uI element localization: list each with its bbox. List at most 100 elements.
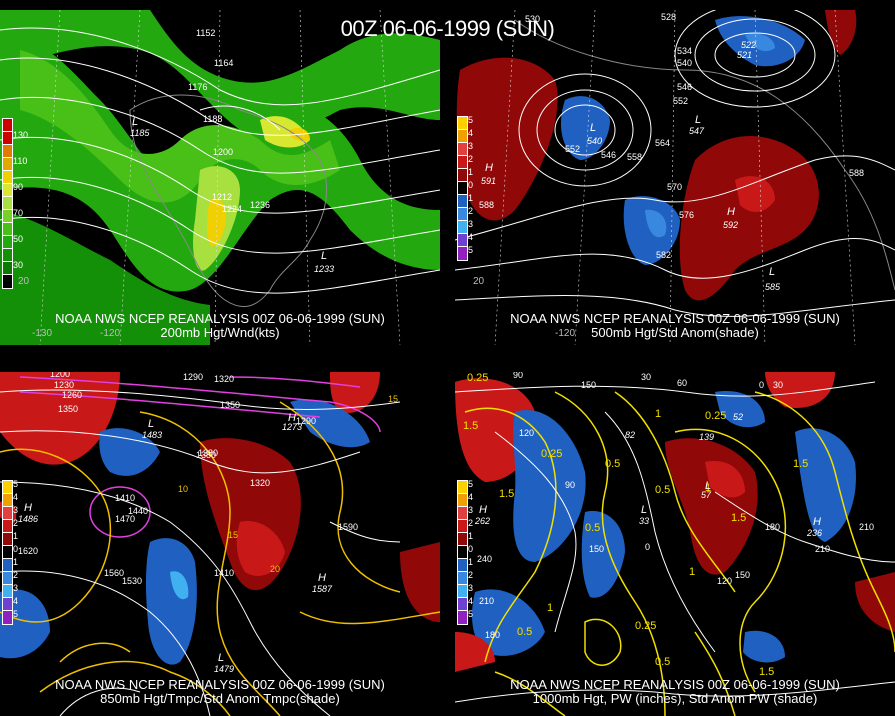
pw-label: 1.5 — [731, 512, 747, 524]
panel-source-label: NOAA NWS NCEP REANALYSIS 00Z 06-06-1999 … — [510, 677, 840, 692]
contour-label: 1224 — [222, 204, 243, 214]
legend-entry: 5 — [2, 609, 32, 625]
pw-label: 1 — [655, 408, 662, 420]
contour-label: 1440 — [128, 506, 149, 516]
legend-entry — [2, 274, 32, 289]
panel-source-label: NOAA NWS NCEP REANALYSIS 00Z 06-06-1999 … — [55, 677, 385, 692]
contour-label: 564 — [655, 138, 671, 148]
pw-label: 0.25 — [705, 410, 727, 422]
contour-label: 1176 — [188, 82, 208, 92]
map-1000mb — [455, 372, 895, 716]
legend-label: 0 — [468, 180, 474, 190]
low-marker: L — [769, 266, 776, 278]
legend-label: 1 — [468, 193, 474, 203]
legend-label: 1 — [468, 557, 474, 567]
contour-label: 1290 — [296, 416, 317, 426]
low-value: 585 — [765, 282, 781, 292]
legend-label: 130 — [13, 130, 29, 140]
contour-label: 1350 — [220, 400, 241, 410]
legend-200mb: 130 110 90 70 50 30 — [2, 118, 32, 289]
legend-label: 1 — [13, 531, 19, 541]
contour-label: 180 — [765, 522, 781, 532]
contour-label: 588 — [479, 200, 495, 210]
pw-label: 1 — [547, 602, 554, 614]
low-marker: L — [321, 250, 328, 262]
low-marker: L — [218, 652, 225, 664]
temp-label: 10 — [178, 484, 189, 494]
main-title: 00Z 06-06-1999 (SUN) — [340, 16, 555, 41]
contour-label: 30 — [773, 380, 784, 390]
legend-label: 4 — [468, 232, 474, 242]
panel-variable-label: 200mb Hgt/Wnd(kts) — [160, 325, 280, 340]
high-marker: H — [288, 412, 296, 424]
contour-label: 1350 — [58, 404, 79, 414]
map-200mb — [0, 10, 440, 345]
legend-label: 1 — [13, 557, 19, 567]
high-value: 236 — [807, 528, 823, 538]
contour-label: 582 — [656, 250, 672, 260]
legend-label: 2 — [468, 570, 474, 580]
low-value: 547 — [689, 126, 705, 136]
legend-label: 70 — [13, 208, 24, 218]
low-marker: L — [148, 418, 155, 430]
legend-entry: 5 — [457, 609, 487, 625]
legend-label: 0 — [13, 544, 19, 554]
legend-label: 3 — [13, 505, 19, 515]
legend-label: 2 — [468, 518, 474, 528]
contour-label: 0 — [645, 542, 651, 552]
high-value: 592 — [723, 220, 739, 230]
contour-label: 552 — [565, 144, 581, 154]
high-marker: H — [479, 504, 487, 516]
contour-label: 1164 — [214, 58, 234, 68]
high-marker: H — [24, 502, 32, 514]
contour-label: 1380 — [196, 450, 217, 460]
legend-swatch — [2, 610, 13, 625]
contour-label: 120 — [717, 576, 733, 586]
low-value: 33 — [639, 516, 650, 526]
low-marker: L — [695, 114, 702, 126]
low-value: 1233 — [314, 264, 335, 274]
legend-label: 5 — [468, 609, 474, 619]
contour-label: 30 — [641, 372, 652, 382]
contour-label: 576 — [679, 210, 695, 220]
contour-label: 1320 — [250, 478, 271, 488]
contour-label: 90 — [513, 372, 524, 380]
contour-label: 552 — [673, 96, 689, 106]
pw-label: 0.5 — [655, 484, 671, 496]
pw-label: 0.5 — [517, 626, 533, 638]
legend-label: 90 — [13, 182, 24, 192]
pw-label: 0.5 — [605, 458, 621, 470]
contour-label: 90 — [565, 480, 576, 490]
legend-label: 3 — [468, 583, 474, 593]
temp-label: 20 — [270, 564, 281, 574]
legend-label: 3 — [468, 505, 474, 515]
legend-label: 1 — [468, 531, 474, 541]
contour-label: 546 — [677, 82, 693, 92]
panel-source-label: NOAA NWS NCEP REANALYSIS 00Z 06-06-1999 … — [510, 311, 840, 326]
contour-label: 240 — [477, 554, 493, 564]
contour-label: 1320 — [214, 374, 235, 384]
legend-label: 0 — [468, 544, 474, 554]
legend-entry: 70 — [2, 208, 32, 224]
contour-label: 150 — [735, 570, 751, 580]
pw-label: 0.5 — [655, 656, 671, 668]
contour-label: 1188 — [203, 114, 223, 124]
high-value: 1587 — [312, 584, 333, 594]
panel-variable-label: 850mb Hgt/Tmpc/Std Anom Tmpc(shade) — [100, 691, 340, 706]
contour-label: 1260 — [62, 390, 83, 400]
contour-label: 1470 — [115, 514, 136, 524]
contour-label: 528 — [661, 12, 677, 22]
map-500mb — [455, 10, 895, 345]
legend-entry: 90 — [2, 182, 32, 198]
pw-label: 1.5 — [759, 666, 775, 678]
legend-label: 4 — [468, 128, 474, 138]
contour-label: 546 — [601, 150, 617, 160]
contour-label: 540 — [677, 58, 693, 68]
legend-entry: 50 — [2, 234, 32, 250]
panel-variable-label: 1000mb Hgt, PW (inches), Std Anom PW (sh… — [532, 691, 818, 706]
legend-entry: 5 — [457, 245, 487, 261]
contour-label: 1410 — [115, 493, 136, 503]
temp-label: 15 — [228, 530, 239, 540]
legend-1000mb: 5 4 3 2 1 0 1 2 3 4 5 — [457, 479, 487, 625]
